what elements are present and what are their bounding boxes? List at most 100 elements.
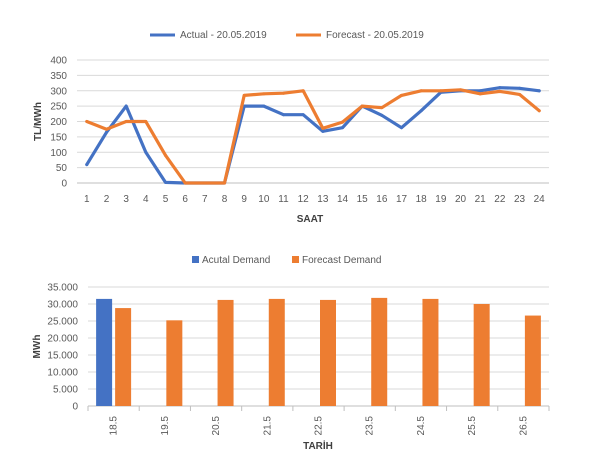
data-point-series-2 <box>459 88 462 92</box>
y-tick-label-chart2: 35.000 <box>47 283 78 294</box>
legend-label-bar-2: Forecast Demand <box>302 255 381 266</box>
x-tick-label-chart1: 24 <box>534 194 546 205</box>
bar-series-2 <box>115 308 132 406</box>
data-point-series-2 <box>380 106 384 110</box>
y-tick-label-chart2: 10.000 <box>47 368 78 379</box>
x-tick-label-chart1: 15 <box>357 194 369 205</box>
data-point-series-2 <box>498 89 502 93</box>
legend-label-bar-1: Acutal Demand <box>202 255 270 266</box>
x-tick-label-chart1: 12 <box>298 194 310 205</box>
x-tick-label-chart1: 3 <box>123 194 129 205</box>
x-axis-title-chart2: TARİH <box>303 439 333 452</box>
y-tick-label-chart1: 100 <box>50 148 67 159</box>
data-point-series-2 <box>321 126 325 130</box>
x-tick-label-chart1: 2 <box>104 194 110 205</box>
y-tick-label-chart1: 350 <box>50 71 67 82</box>
data-point-series-2 <box>144 120 148 123</box>
x-tick-label-chart1: 7 <box>202 194 208 205</box>
x-tick-label-chart2: 21.5 <box>262 416 273 436</box>
data-point-series-1 <box>478 89 482 93</box>
series-line-2 <box>85 88 541 185</box>
bar-series-2 <box>371 297 388 406</box>
bar-series-2 <box>166 320 183 406</box>
y-axis-title-chart1: TL/MWh <box>33 102 44 141</box>
data-point-series-2 <box>301 89 305 93</box>
x-tick-label-chart1: 13 <box>317 194 329 205</box>
x-tick-label-chart1: 9 <box>241 194 247 205</box>
data-point-series-2 <box>242 93 246 97</box>
data-point-series-2 <box>164 153 167 157</box>
data-point-series-2 <box>183 181 187 185</box>
data-point-series-2 <box>85 120 89 123</box>
data-point-series-1 <box>262 104 266 108</box>
data-point-series-1 <box>144 150 148 154</box>
data-point-series-1 <box>518 86 521 90</box>
y-tick-label-chart2: 20.000 <box>47 334 78 345</box>
x-tick-label-chart2: 25.5 <box>467 416 478 436</box>
data-point-series-2 <box>282 91 285 95</box>
data-point-series-1 <box>85 163 89 167</box>
data-point-series-1 <box>282 113 285 117</box>
x-tick-label-chart1: 20 <box>455 194 467 205</box>
data-point-series-2 <box>105 127 108 131</box>
y-tick-label-chart2: 25.000 <box>47 317 78 328</box>
y-tick-label-chart1: 300 <box>50 86 67 97</box>
y-tick-label-chart2: 15.000 <box>47 351 78 362</box>
bar-series-2 <box>217 299 234 406</box>
data-point-series-1 <box>419 109 423 113</box>
y-tick-label-chart2: 5.000 <box>53 385 78 396</box>
y-tick-label-chart2: 0 <box>72 402 78 413</box>
x-tick-label-chart2: 18.5 <box>109 416 120 436</box>
legend-label-line-2: Forecast - 20.05.2019 <box>326 30 424 41</box>
y-tick-label-chart1: 400 <box>50 56 67 67</box>
data-point-series-2 <box>439 89 443 93</box>
x-tick-label-chart1: 11 <box>278 194 289 205</box>
data-point-series-1 <box>498 86 502 90</box>
bar-series-2 <box>320 299 336 406</box>
x-tick-label-chart1: 22 <box>494 194 506 205</box>
data-point-series-2 <box>537 109 541 113</box>
bar-series-2 <box>473 304 490 406</box>
y-tick-label-chart1: 250 <box>50 102 67 113</box>
x-tick-label-chart1: 21 <box>475 194 487 205</box>
x-tick-label-chart1: 8 <box>222 194 228 205</box>
data-point-series-1 <box>400 126 403 130</box>
data-point-series-2 <box>341 120 344 124</box>
x-tick-label-chart2: 24.5 <box>416 416 427 436</box>
x-tick-label-chart1: 23 <box>514 194 526 205</box>
bar-series-2 <box>422 298 439 406</box>
x-axis-title-chart1: SAAT <box>297 214 323 225</box>
data-point-series-2 <box>478 92 482 96</box>
x-tick-label-chart2: 23.5 <box>365 416 376 436</box>
data-point-series-1 <box>321 129 325 133</box>
y-tick-label-chart1: 50 <box>56 163 68 174</box>
data-point-series-2 <box>203 181 207 185</box>
bar-series-2 <box>268 298 285 406</box>
data-point-series-2 <box>518 92 521 96</box>
y-axis-title-chart2: MWh <box>32 335 43 359</box>
legend-swatch-bar-2 <box>292 256 299 263</box>
y-tick-label-chart1: 150 <box>50 132 67 143</box>
x-tick-label-chart2: 26.5 <box>518 416 529 436</box>
y-tick-label-chart1: 200 <box>50 117 67 128</box>
data-point-series-2 <box>419 89 423 93</box>
x-tick-label-chart1: 17 <box>396 194 408 205</box>
y-tick-label-chart2: 30.000 <box>47 300 78 311</box>
bar-series-2 <box>524 315 541 406</box>
x-tick-label-chart1: 16 <box>376 194 388 205</box>
x-tick-label-chart2: 19.5 <box>160 416 171 436</box>
bar-series-1 <box>96 298 113 406</box>
data-point-series-2 <box>262 92 266 96</box>
y-tick-label-chart1: 0 <box>61 179 67 190</box>
legend-label-line-1: Actual - 20.05.2019 <box>180 30 267 41</box>
data-point-series-1 <box>105 130 108 134</box>
data-point-series-1 <box>164 180 167 184</box>
x-tick-label-chart1: 18 <box>416 194 428 205</box>
data-point-series-2 <box>360 104 364 108</box>
x-tick-label-chart1: 6 <box>182 194 188 205</box>
data-point-series-1 <box>124 104 128 108</box>
data-point-series-2 <box>124 120 128 123</box>
data-point-series-1 <box>301 113 305 117</box>
data-point-series-1 <box>380 113 384 117</box>
